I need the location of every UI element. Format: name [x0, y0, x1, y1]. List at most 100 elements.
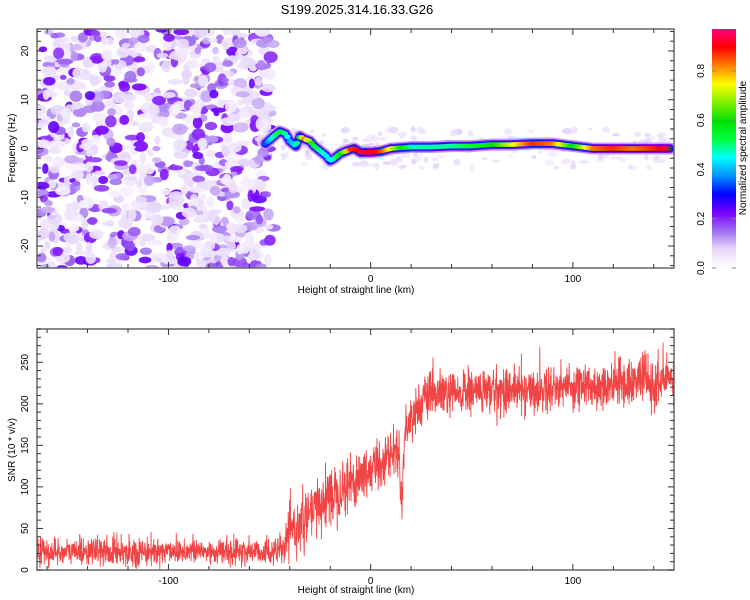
noise-blob	[118, 151, 132, 164]
noise-blob	[133, 42, 146, 53]
noise-blob	[181, 207, 197, 219]
colorbar-gradient	[712, 29, 736, 268]
noise-blob	[262, 68, 276, 80]
noise-blob	[419, 129, 427, 135]
noise-blob	[97, 175, 109, 184]
noise-blob	[60, 107, 72, 119]
noise-blob	[212, 214, 221, 226]
noise-blob	[374, 164, 379, 171]
noise-blob	[382, 161, 392, 165]
noise-blob	[84, 161, 94, 173]
noise-blob	[71, 122, 81, 128]
snr-panel: -100 0 100 0 50 100 150 200 250 Height of strai…	[7, 328, 675, 596]
noise-blob	[182, 245, 196, 252]
noise-blob	[388, 126, 399, 134]
noise-blob	[104, 81, 116, 88]
noise-blob	[370, 134, 376, 140]
noise-blob	[67, 126, 75, 138]
noise-blob	[202, 37, 211, 45]
noise-blob	[256, 107, 270, 118]
noise-blob	[93, 170, 106, 176]
noise-blob	[47, 179, 57, 189]
noise-blob	[136, 132, 145, 143]
noise-blob	[125, 241, 136, 252]
noise-blob	[189, 104, 201, 113]
noise-blob	[220, 176, 232, 185]
noise-blob	[63, 232, 74, 242]
y-tick-label: 250	[20, 353, 31, 370]
noise-blob	[194, 47, 202, 55]
noise-blob	[352, 136, 359, 141]
noise-blob	[162, 42, 173, 51]
noise-blob	[205, 150, 217, 158]
noise-blob	[103, 99, 115, 108]
noise-blob	[124, 175, 138, 181]
noise-blob	[528, 129, 534, 134]
snr-x-ticks: -100 0 100	[46, 329, 655, 587]
noise-blob	[37, 122, 44, 130]
noise-blob	[242, 239, 255, 249]
noise-blob	[89, 75, 102, 86]
noise-blob	[42, 61, 56, 68]
y-tick-label: 100	[20, 478, 31, 495]
noise-blob	[162, 92, 176, 98]
noise-blob	[227, 141, 242, 153]
noise-blob	[400, 153, 411, 158]
noise-blob	[578, 160, 589, 164]
noise-blob	[136, 179, 143, 189]
noise-blob	[173, 139, 187, 150]
colorbar-tick-label: 0.0	[696, 261, 707, 275]
noise-blob	[193, 29, 208, 39]
noise-blob	[89, 229, 104, 240]
noise-blob	[254, 29, 271, 37]
noise-blob	[100, 36, 109, 46]
noise-blob	[115, 252, 129, 261]
noise-blob	[178, 217, 190, 226]
noise-blob	[127, 226, 141, 237]
noise-blob	[255, 118, 264, 130]
signal-track-cell	[284, 134, 291, 140]
noise-blob	[185, 234, 201, 241]
spectrogram-x-ticks: -100 0 100	[46, 29, 655, 285]
noise-blob	[227, 256, 236, 267]
noise-blob	[139, 152, 147, 164]
noise-blob	[206, 135, 219, 143]
colorbar-ticks: 0.0 0.2 0.4 0.6 0.8	[696, 63, 736, 275]
noise-blob	[70, 44, 83, 51]
noise-blob	[151, 214, 164, 226]
noise-blob	[48, 231, 56, 242]
noise-blob	[156, 52, 169, 59]
noise-blob	[195, 164, 210, 172]
noise-blob	[597, 153, 604, 161]
noise-blob	[91, 175, 99, 186]
noise-blob	[570, 126, 578, 134]
noise-blob	[105, 258, 117, 265]
noise-blob	[362, 138, 373, 142]
noise-blob	[658, 131, 666, 139]
noise-blob	[82, 105, 97, 113]
y-tick-label: 150	[20, 437, 31, 454]
noise-blob	[95, 125, 109, 135]
noise-blob	[90, 29, 100, 36]
x-tick-label: -100	[158, 274, 178, 285]
y-tick-label: 200	[20, 395, 31, 412]
noise-blob	[453, 158, 461, 166]
noise-blob	[236, 32, 248, 39]
noise-blob	[240, 57, 256, 69]
noise-blob	[119, 186, 134, 197]
noise-blob	[411, 135, 418, 142]
noise-blob	[131, 83, 147, 91]
noise-blob	[154, 116, 169, 125]
noise-blob	[72, 67, 84, 79]
noise-blob	[113, 160, 128, 167]
noise-blob	[562, 128, 572, 135]
noise-blob	[267, 40, 280, 49]
noise-blob	[55, 186, 71, 196]
noise-blob	[165, 250, 175, 261]
noise-blob	[86, 217, 98, 225]
noise-blob	[368, 162, 374, 167]
noise-blob	[216, 99, 225, 108]
noise-blob	[196, 181, 209, 189]
noise-blob	[167, 79, 183, 85]
noise-blob	[42, 89, 50, 100]
